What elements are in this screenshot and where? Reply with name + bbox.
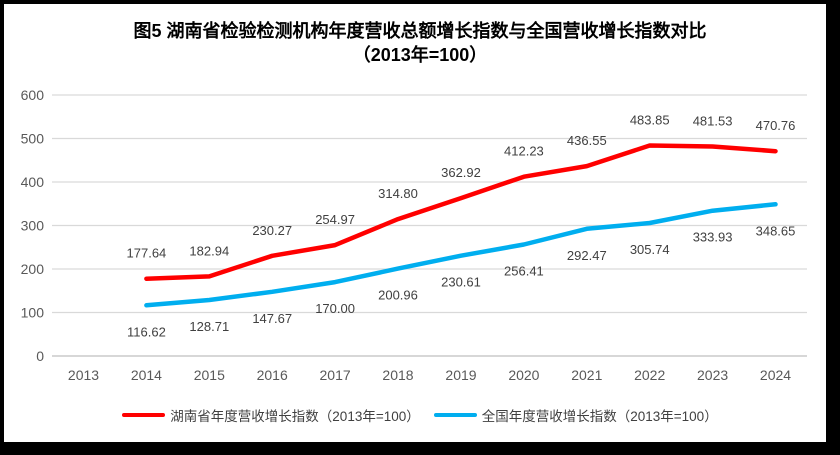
- legend-item-hunan: 湖南省年度营收增长指数（2013年=100）: [122, 405, 420, 425]
- x-tick-label: 2019: [445, 367, 476, 383]
- chart-title: 图5 湖南省检验检测机构年度营收总额增长指数与全国营收增长指数对比 （2013年…: [0, 19, 840, 67]
- national-data-label: 116.62: [127, 324, 166, 339]
- x-tick-label: 2021: [571, 367, 602, 383]
- national-data-label: 147.67: [252, 311, 292, 326]
- national-data-label: 348.65: [756, 223, 796, 238]
- x-tick-label: 2013: [68, 367, 99, 383]
- y-axis: 0 100 200 300 400 500 600: [21, 87, 807, 364]
- hunan-data-label: 412.23: [504, 144, 544, 159]
- national-data-label: 333.93: [693, 230, 733, 245]
- hunan-data-label: 470.76: [756, 118, 796, 133]
- chart-title-line1: 图5 湖南省检验检测机构年度营收总额增长指数与全国营收增长指数对比: [133, 21, 707, 41]
- x-tick-label: 2024: [760, 367, 791, 383]
- hunan-data-label: 254.97: [315, 212, 355, 227]
- hunan-data-label: 436.55: [567, 133, 607, 148]
- hunan-data-label: 182.94: [189, 243, 229, 258]
- x-tick-label: 2022: [634, 367, 665, 383]
- chart-title-line2: （2013年=100）: [352, 45, 488, 65]
- x-tick-label: 2018: [382, 367, 413, 383]
- legend-label-hunan: 湖南省年度营收增长指数（2013年=100）: [170, 409, 420, 424]
- chart-canvas: [4, 4, 826, 442]
- x-tick-label: 2017: [320, 367, 351, 383]
- national-data-label: 256.41: [504, 264, 544, 279]
- hunan-data-label: 481.53: [693, 114, 733, 129]
- hunan-data-label: 177.64: [127, 246, 167, 261]
- x-tick-label: 2023: [697, 367, 728, 383]
- hunan-data-label: 230.27: [252, 223, 292, 238]
- y-tick-label: 500: [21, 131, 45, 147]
- x-tick-label: 2015: [194, 367, 225, 383]
- hunan-data-label: 314.80: [378, 186, 418, 201]
- hunan-data-label: 483.85: [630, 113, 670, 128]
- x-axis: 2013 2014 2015 2016 2017 2018 2019 2020 2021 2022…: [68, 367, 791, 383]
- legend-item-national: 全国年度营收增长指数（2013年=100）: [433, 405, 718, 425]
- x-tick-label: 2014: [131, 367, 162, 383]
- national-data-label: 230.61: [441, 275, 481, 290]
- national-data-label: 170.00: [315, 301, 355, 316]
- national-line-swatch: [433, 412, 477, 418]
- y-tick-label: 600: [21, 87, 45, 103]
- hunan-data-label: 362.92: [441, 165, 481, 180]
- hunan-line-swatch: [122, 412, 166, 418]
- y-tick-label: 100: [21, 305, 45, 321]
- national-data-label: 128.71: [189, 319, 229, 334]
- y-tick-label: 0: [36, 348, 44, 364]
- national-data-label: 292.47: [567, 248, 607, 263]
- national-series-line: [144, 202, 778, 308]
- hunan-series-line: [144, 143, 778, 281]
- legend-label-national: 全国年度营收增长指数（2013年=100）: [481, 409, 718, 424]
- y-tick-label: 200: [21, 261, 45, 277]
- national-data-label: 200.96: [378, 288, 418, 303]
- national-data-label: 305.74: [630, 242, 670, 257]
- x-tick-label: 2016: [257, 367, 288, 383]
- x-tick-label: 2020: [508, 367, 539, 383]
- y-tick-label: 300: [21, 218, 45, 234]
- y-tick-label: 400: [21, 174, 45, 190]
- legend: 湖南省年度营收增长指数（2013年=100） 全国年度营收增长指数（2013年=…: [0, 405, 840, 425]
